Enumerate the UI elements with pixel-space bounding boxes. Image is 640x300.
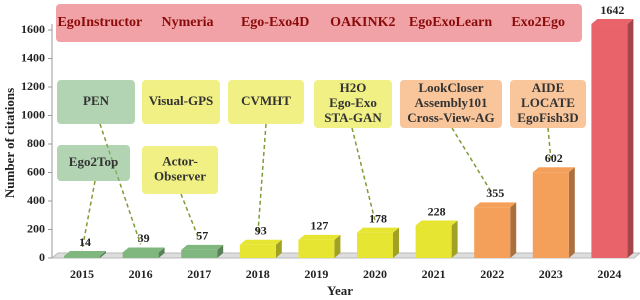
connector (257, 123, 267, 235)
bar (181, 249, 218, 258)
x-tick-label: 2018 (246, 267, 270, 281)
bar (298, 239, 335, 258)
x-tick-label: 2022 (480, 267, 504, 281)
connector (81, 180, 96, 251)
annotation-text: Exo2Ego (511, 15, 565, 30)
annotation-text: AIDE (532, 80, 565, 95)
bar (415, 225, 452, 258)
value-label: 57 (196, 229, 208, 243)
bar-side (100, 251, 106, 258)
bar-top (239, 239, 282, 245)
y-tick-label: 1400 (21, 50, 45, 64)
annotation-box (56, 4, 582, 42)
y-axis-label: Number of citations (2, 88, 17, 198)
bar (532, 172, 569, 258)
x-axis-label: Year (327, 283, 353, 298)
y-tick-label: 1000 (21, 107, 45, 121)
value-label: 93 (255, 223, 267, 237)
bar-side (275, 239, 282, 258)
annotation-text: Actor- (162, 153, 198, 168)
bar-top (122, 247, 165, 253)
annotation-text: PEN (83, 93, 110, 108)
annotation-text: Ego-Exo (329, 95, 377, 110)
value-label: 355 (486, 186, 504, 200)
bar-side (627, 19, 634, 258)
annotation-text: Observer (154, 168, 206, 183)
annotation-box (142, 80, 220, 124)
bar (591, 24, 628, 258)
y-tick-label: 1600 (21, 22, 45, 36)
annotation-box (510, 80, 586, 128)
annotation-text: CVMHT (241, 93, 291, 108)
x-tick-label: 2020 (363, 267, 387, 281)
x-tick-label: 2016 (129, 267, 153, 281)
bar-side (158, 247, 165, 258)
connector (351, 127, 376, 221)
connector (451, 127, 493, 194)
annotation-text: Assembly101 (415, 95, 488, 110)
bar (357, 232, 393, 258)
bar (122, 252, 159, 258)
y-tick-label: 400 (27, 193, 45, 207)
bar-top (357, 227, 399, 233)
connector (180, 193, 200, 241)
x-tick-label: 2024 (597, 267, 621, 281)
value-label: 39 (138, 231, 150, 245)
bar-top (64, 251, 106, 257)
y-tick-label: 800 (27, 136, 45, 150)
value-label: 127 (310, 219, 328, 233)
bar-top (181, 244, 224, 250)
value-label: 14 (79, 235, 91, 249)
value-label: 228 (428, 204, 446, 218)
y-tick-label: 600 (27, 164, 45, 178)
bar-side (510, 202, 517, 258)
annotation-text: STA-GAN (324, 110, 382, 125)
connector (547, 127, 552, 159)
x-tick-label: 2017 (187, 267, 211, 281)
bar (474, 207, 511, 258)
annotation-box (400, 80, 502, 128)
x-tick-label: 2019 (304, 267, 328, 281)
annotation-text: Ego2Top (69, 154, 118, 169)
bar-side (568, 167, 575, 258)
bar-side (217, 244, 224, 258)
annotation-text: OAKINK2 (330, 15, 395, 30)
x-tick-label: 2015 (70, 267, 94, 281)
bar-side (334, 234, 341, 258)
bar-side (393, 227, 399, 258)
annotation-text: Ego-Exo4D (241, 15, 309, 30)
annotation-box (142, 146, 218, 194)
bar-top (532, 167, 575, 173)
y-tick-label: 200 (27, 221, 45, 235)
value-label: 602 (545, 151, 563, 165)
bar-top (591, 19, 634, 25)
annotation-box (314, 80, 392, 128)
y-tick-label: 1200 (21, 79, 45, 93)
annotation-box (228, 80, 304, 124)
annotation-box (57, 80, 135, 124)
bar-side (451, 220, 458, 258)
value-label: 178 (369, 211, 387, 225)
annotation-text: Visual-GPS (149, 93, 214, 108)
value-label: 1642 (600, 3, 624, 17)
annotation-text: LOCATE (521, 95, 575, 110)
annotation-text: Nymeria (161, 15, 213, 30)
annotation-box (57, 145, 130, 181)
x-tick-label: 2021 (422, 267, 446, 281)
bar-top (474, 202, 517, 208)
bar-top (298, 234, 341, 240)
annotation-text: LookCloser (419, 80, 484, 95)
annotation-text: Cross-View-AG (407, 110, 494, 125)
bar-top (415, 220, 458, 226)
y-tick-label: 0 (39, 250, 45, 264)
annotation-text: EgoExoLearn (409, 15, 492, 30)
x-tick-label: 2023 (539, 267, 563, 281)
bar (239, 244, 276, 258)
annotation-text: H2O (340, 80, 367, 95)
connector (99, 123, 142, 245)
bar (64, 256, 100, 258)
annotation-text: EgoInstructor (57, 15, 142, 30)
annotation-text: EgoFish3D (517, 110, 578, 125)
